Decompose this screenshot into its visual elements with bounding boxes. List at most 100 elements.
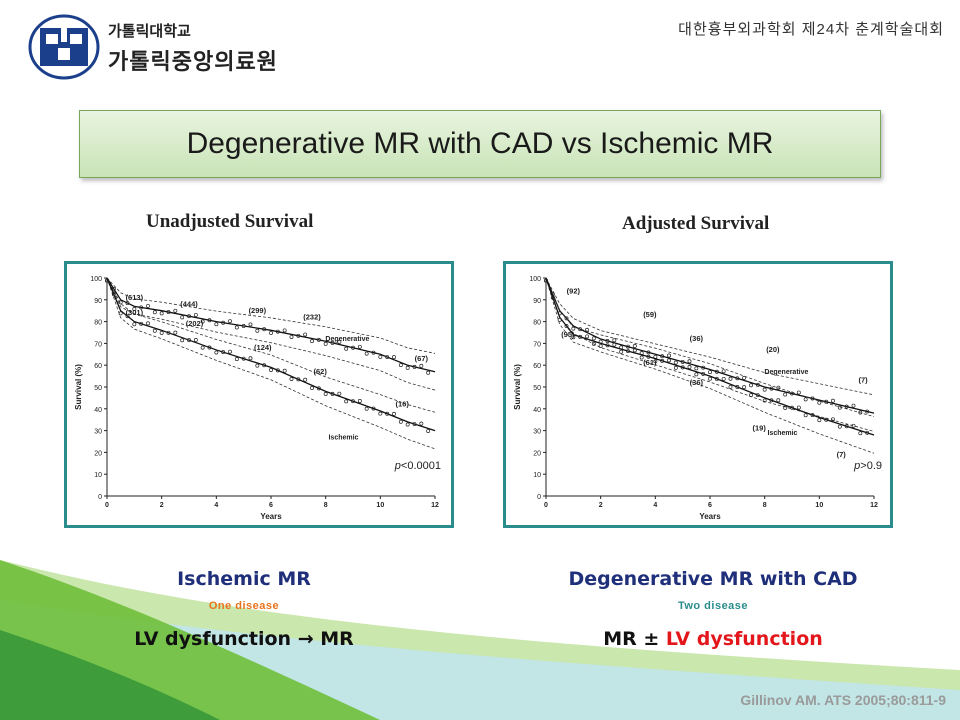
observation-point xyxy=(824,417,829,422)
observation-point xyxy=(749,383,753,388)
x-tick-label: 8 xyxy=(763,502,767,509)
observation-point xyxy=(803,397,808,402)
observation-point xyxy=(591,341,596,346)
confidence-band-upper xyxy=(545,277,875,396)
y-tick-label: 10 xyxy=(533,472,541,479)
confidence-band-upper xyxy=(545,277,875,418)
observation-point xyxy=(316,386,321,391)
observation-point xyxy=(364,351,369,356)
y-tick-label: 90 xyxy=(94,298,102,305)
observation-point xyxy=(796,390,801,395)
observation-point xyxy=(701,371,706,376)
observation-point xyxy=(337,391,342,396)
observation-point xyxy=(344,399,349,404)
series-label: Ischemic xyxy=(328,434,358,441)
observation-point xyxy=(364,406,369,411)
slide-title: Degenerative MR with CAD vs Ischemic MR xyxy=(186,127,774,160)
observation-point xyxy=(591,336,596,341)
observation-point xyxy=(694,372,699,377)
observation-point xyxy=(735,376,740,381)
observation-point xyxy=(159,311,164,316)
observation-point xyxy=(344,346,349,351)
observation-point xyxy=(139,321,144,326)
observation-point xyxy=(803,413,808,418)
observation-point xyxy=(728,384,733,389)
observation-point xyxy=(330,340,335,345)
observation-point xyxy=(234,357,239,362)
series-line-degenerative xyxy=(106,277,436,373)
observation-point xyxy=(769,398,774,403)
observation-point xyxy=(694,366,699,371)
observation-point xyxy=(426,429,431,433)
observation-point xyxy=(626,349,630,353)
confidence-band-upper xyxy=(106,277,436,354)
right-formula-lv: LV dysfunction xyxy=(665,628,823,650)
at-risk-label: (19) xyxy=(753,424,767,433)
series-line-ischemic xyxy=(106,277,436,432)
observation-point xyxy=(783,392,788,397)
observation-point xyxy=(783,405,788,410)
observation-point xyxy=(598,344,603,348)
observation-point xyxy=(303,332,308,337)
observation-point xyxy=(282,328,287,333)
x-tick-label: 8 xyxy=(324,502,328,509)
observation-point xyxy=(125,314,130,319)
observation-point xyxy=(605,343,610,348)
at-risk-label: (36) xyxy=(690,334,704,343)
observation-point xyxy=(255,328,260,333)
logo-text-university: 가톨릭대학교 xyxy=(108,23,191,40)
observation-point xyxy=(673,360,678,365)
observation-point xyxy=(228,319,232,324)
y-tick-label: 80 xyxy=(94,320,102,327)
observation-point xyxy=(378,411,383,416)
observation-point xyxy=(837,424,842,429)
adjusted-survival-chart: 0 10 20 30 40 50 60 70 80 90 100 0 2 4 6 8 10 12 Years Surv… xyxy=(513,276,878,521)
x-tick-label: 4 xyxy=(653,502,657,509)
y-tick-label: 30 xyxy=(533,429,541,436)
x-tick-label: 2 xyxy=(160,502,164,509)
observation-point xyxy=(412,364,417,369)
observation-point xyxy=(851,423,856,428)
at-risk-label: (613) xyxy=(126,293,144,302)
citation: Gillinov AM. ATS 2005;80:811-9 xyxy=(740,692,946,708)
observation-point xyxy=(810,413,815,418)
observation-point xyxy=(865,409,870,414)
right-caption: Degenerative MR with CAD xyxy=(568,568,858,590)
observation-point xyxy=(578,334,583,339)
observation-point xyxy=(612,338,617,343)
observation-point xyxy=(132,307,137,311)
observation-point xyxy=(166,310,171,315)
observation-point xyxy=(118,311,123,316)
observation-point xyxy=(146,303,150,308)
observation-point xyxy=(255,363,260,368)
observation-point xyxy=(405,422,410,427)
y-tick-label: 20 xyxy=(94,450,102,457)
observation-point xyxy=(187,314,191,319)
at-risk-label: (7) xyxy=(858,376,868,385)
right-formula-mr: MR ± xyxy=(603,628,666,650)
observation-point xyxy=(282,368,287,373)
x-tick-label: 12 xyxy=(870,502,878,509)
right-formula: MR ± LV dysfunction xyxy=(503,628,923,650)
observation-point xyxy=(544,278,548,283)
observation-point xyxy=(619,349,624,354)
observation-point xyxy=(296,333,301,338)
observation-point xyxy=(262,327,267,332)
observation-point xyxy=(125,301,130,306)
observation-point xyxy=(132,322,137,327)
observation-point xyxy=(673,365,678,370)
observation-point xyxy=(207,318,212,323)
observation-point xyxy=(173,330,178,335)
left-caption: Ischemic MR xyxy=(177,568,311,590)
observation-point xyxy=(398,363,403,368)
observation-point xyxy=(289,335,294,339)
observation-point xyxy=(234,325,239,330)
y-tick-label: 70 xyxy=(533,341,541,348)
at-risk-label: (299) xyxy=(249,306,267,315)
unadjusted-survival-chart: 0 10 20 30 40 50 60 70 80 90 100 0 2 4 6 8 10 12 Years Surv… xyxy=(74,276,439,521)
at-risk-label: (16) xyxy=(396,400,410,409)
series-label: Degenerative xyxy=(764,369,808,376)
observation-point xyxy=(146,321,150,326)
x-axis-label: Years xyxy=(260,512,282,521)
at-risk-label: (301) xyxy=(126,308,144,317)
